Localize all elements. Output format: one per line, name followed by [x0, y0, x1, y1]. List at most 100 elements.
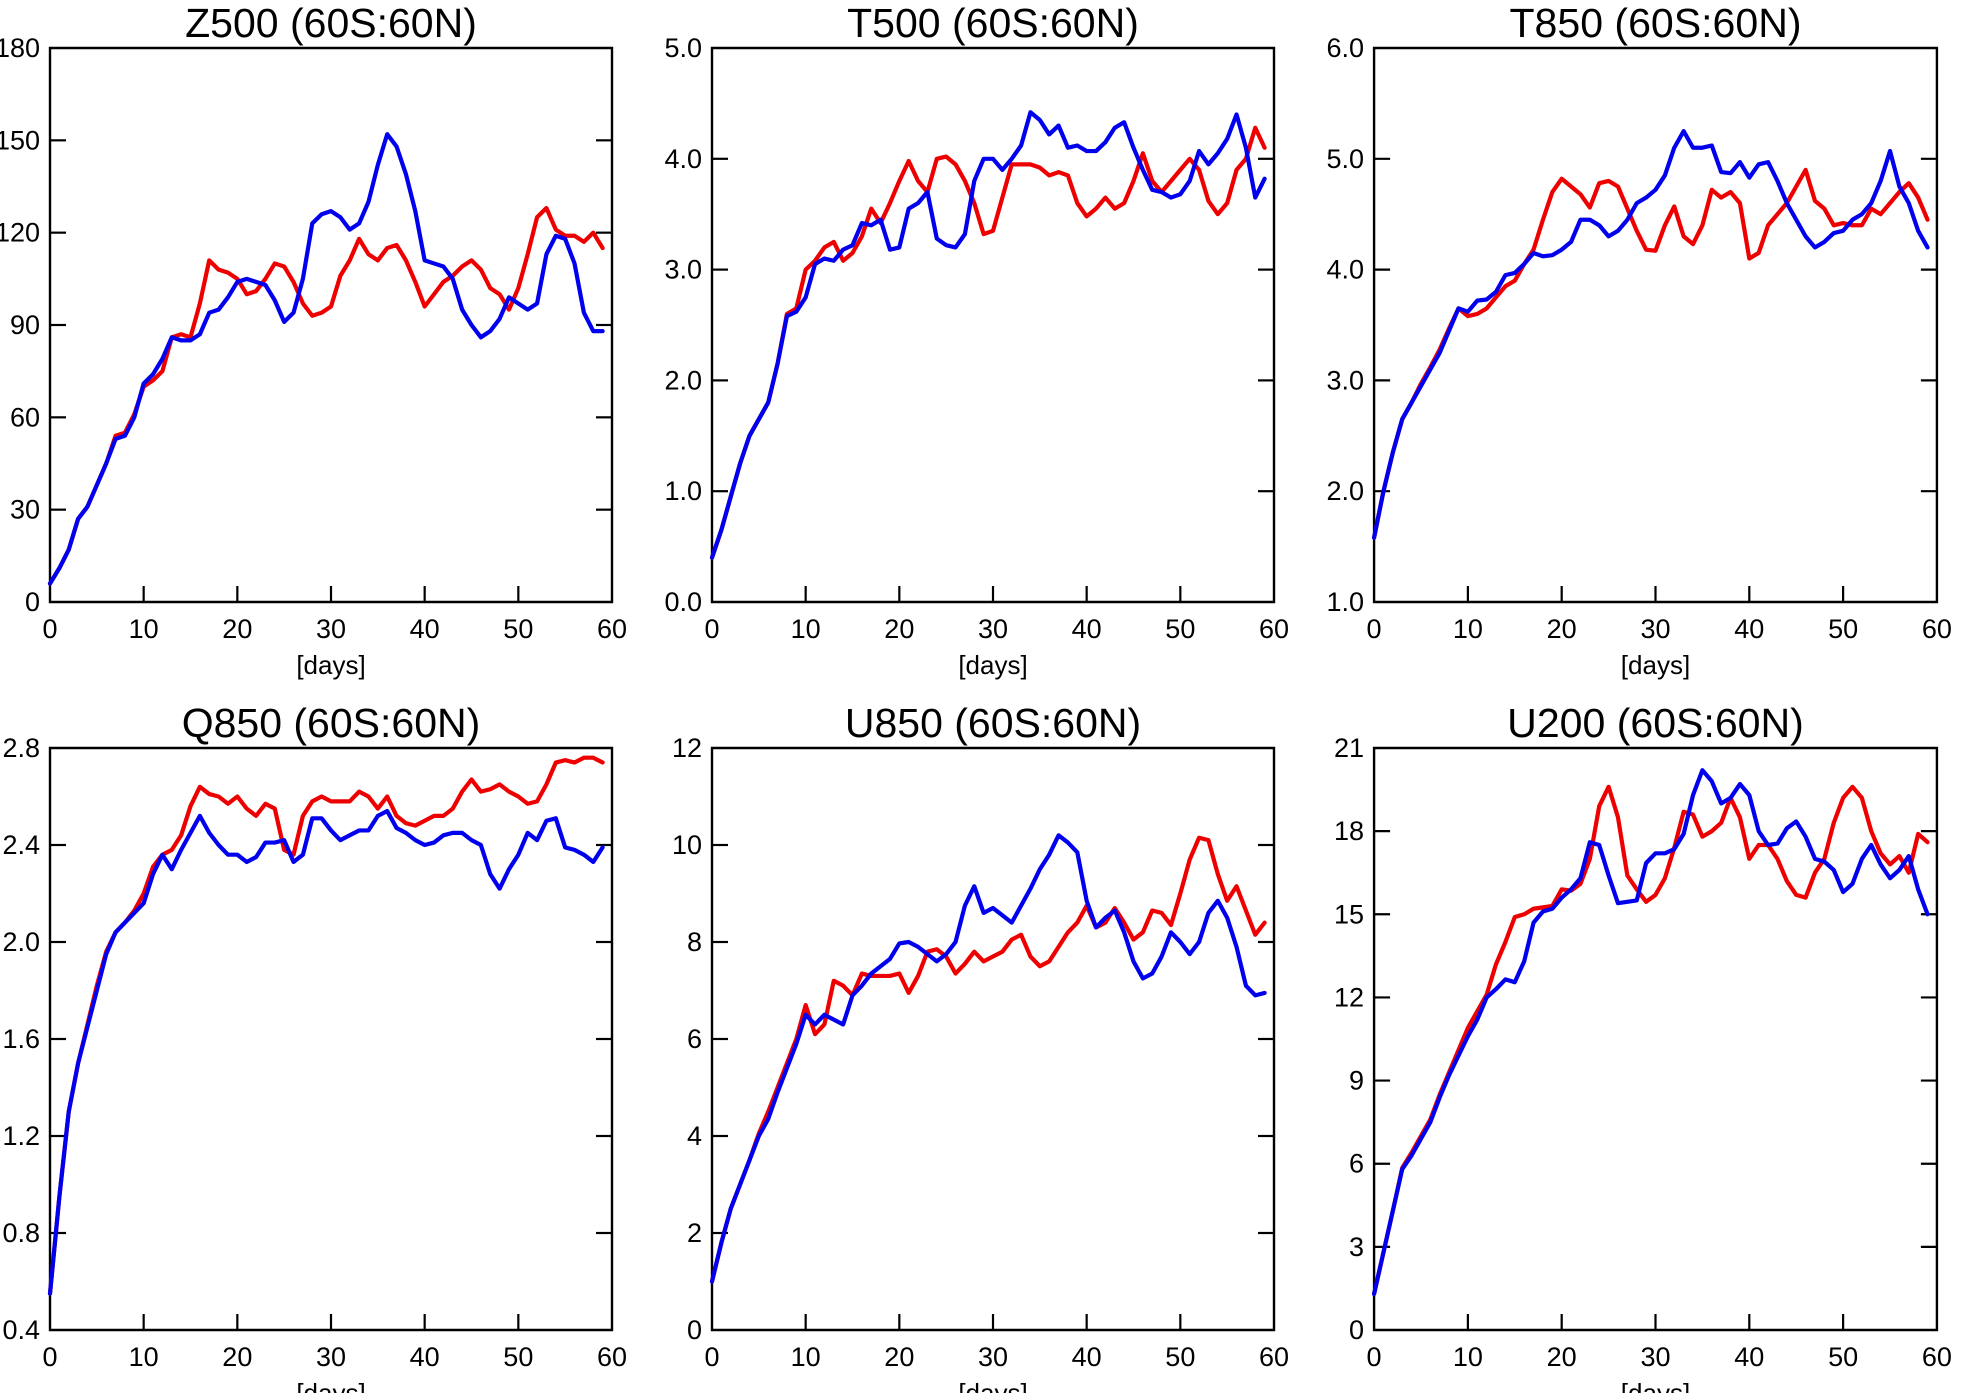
y-tick-label: 1.2 — [2, 1121, 40, 1151]
x-tick-label: 0 — [1367, 614, 1382, 644]
y-tick-label: 4.0 — [664, 144, 702, 174]
x-tick-label: 10 — [129, 614, 159, 644]
series-red-line — [709, 125, 1267, 560]
x-axis-label: [days] — [296, 650, 365, 680]
chart-u200: U200 (60S:60N) 0 3 6 9 12 15 18 21 0 10 20 30 40 50 60 [… — [1334, 700, 1952, 1393]
x-tick-label: 0 — [42, 1342, 57, 1372]
panel-title: T850 (60S:60N) — [1509, 0, 1801, 46]
x-tick-label: 60 — [597, 1342, 627, 1372]
y-tick-label: 30 — [10, 495, 40, 525]
x-axis-label: [days] — [958, 650, 1027, 680]
x-tick-label: 40 — [1734, 614, 1764, 644]
series-blue-line — [1371, 129, 1930, 540]
chart-t850: T850 (60S:60N) 1.0 2.0 3.0 4.0 5.0 6.0 0 10 20 30 4… — [1326, 0, 1951, 680]
panel-title: Z500 (60S:60N) — [185, 0, 477, 46]
y-tick-label: 2 — [687, 1218, 702, 1248]
y-tick-label: 9 — [1349, 1066, 1364, 1096]
y-tick-label: 3 — [1349, 1232, 1364, 1262]
y-tick-label: 3.0 — [664, 255, 702, 285]
plot-box — [1372, 46, 1939, 604]
x-tick-label: 0 — [704, 614, 719, 644]
series-red-line — [47, 755, 605, 1296]
y-tick-label: 0 — [687, 1315, 702, 1345]
x-tick-label: 40 — [410, 1342, 440, 1372]
y-tick-label: 4.0 — [1326, 255, 1364, 285]
x-tick-label: 30 — [1640, 1342, 1670, 1372]
y-tick-label: 6.0 — [1326, 33, 1364, 63]
y-tick-label: 3.0 — [1326, 365, 1364, 395]
y-tick-label: 150 — [0, 125, 40, 155]
x-tick-label: 20 — [222, 1342, 252, 1372]
y-tick-label: 21 — [1334, 733, 1364, 763]
x-tick-label: 60 — [1259, 1342, 1289, 1372]
panel-t500: T500 (60S:60N) 0.0 1.0 2.0 3.0 4.0 5.0 0 10 20 30 4… — [662, 0, 1324, 700]
x-tick-label: 20 — [1547, 614, 1577, 644]
y-tick-label: 1.0 — [1326, 587, 1364, 617]
x-tick-label: 20 — [884, 1342, 914, 1372]
series-blue-line — [709, 833, 1267, 1284]
x-tick-label: 40 — [1072, 614, 1102, 644]
x-tick-label: 30 — [1640, 614, 1670, 644]
x-tick-label: 0 — [704, 1342, 719, 1372]
x-tick-label: 40 — [1734, 1342, 1764, 1372]
x-tick-label: 10 — [1453, 1342, 1483, 1372]
y-tick-label: 18 — [1334, 816, 1364, 846]
x-tick-label: 50 — [1165, 1342, 1195, 1372]
x-tick-label: 30 — [316, 614, 346, 644]
x-tick-label: 30 — [978, 1342, 1008, 1372]
panel-title: T500 (60S:60N) — [847, 0, 1139, 46]
y-tick-label: 15 — [1334, 899, 1364, 929]
y-tick-label: 2.4 — [2, 830, 40, 860]
x-tick-label: 20 — [884, 614, 914, 644]
series-red-line — [1371, 784, 1930, 1297]
chart-q850: Q850 (60S:60N) 0.4 0.8 1.2 1.6 2.0 2.4 2.8 0 10 20… — [2, 700, 627, 1393]
x-tick-label: 40 — [410, 614, 440, 644]
plot-box — [710, 46, 1276, 604]
series-blue-line — [47, 808, 605, 1296]
chart-z500: Z500 (60S:60N) 0 30 60 90 120 150 180 0 10 20 30 40 5… — [0, 0, 627, 680]
y-tick-label: 2.0 — [2, 927, 40, 957]
x-axis-label: [days] — [296, 1378, 365, 1393]
x-tick-label: 20 — [1547, 1342, 1577, 1372]
x-tick-label: 20 — [222, 614, 252, 644]
panel-t850: T850 (60S:60N) 1.0 2.0 3.0 4.0 5.0 6.0 0 10 20 30 4… — [1324, 0, 1987, 700]
x-tick-label: 30 — [978, 614, 1008, 644]
y-tick-label: 5.0 — [1326, 144, 1364, 174]
y-tick-label: 60 — [10, 402, 40, 432]
x-tick-label: 50 — [503, 1342, 533, 1372]
chart-u850: U850 (60S:60N) 0 2 4 6 8 10 12 0 10 20 30 40 50 60 [day… — [672, 700, 1289, 1393]
y-tick-label: 12 — [1334, 982, 1364, 1012]
panel-u850: U850 (60S:60N) 0 2 4 6 8 10 12 0 10 20 30 40 50 60 [day… — [662, 700, 1324, 1393]
x-tick-label: 50 — [1828, 1342, 1858, 1372]
y-tick-label: 1.0 — [664, 476, 702, 506]
y-tick-label: 120 — [0, 218, 40, 248]
series-red-line — [47, 205, 605, 586]
x-axis-label: [days] — [1621, 650, 1690, 680]
y-tick-label: 2.8 — [2, 733, 40, 763]
x-tick-label: 10 — [791, 1342, 821, 1372]
panel-q850: Q850 (60S:60N) 0.4 0.8 1.2 1.6 2.0 2.4 2.8 0 10 20… — [0, 700, 662, 1393]
panel-u200: U200 (60S:60N) 0 3 6 9 12 15 18 21 0 10 20 30 40 50 60 [… — [1324, 700, 1987, 1393]
series-red-line — [709, 835, 1267, 1284]
series-red-line — [1371, 167, 1930, 540]
y-tick-label: 1.6 — [2, 1024, 40, 1054]
y-tick-label: 2.0 — [664, 365, 702, 395]
panel-title: U850 (60S:60N) — [845, 700, 1141, 746]
panel-title: Q850 (60S:60N) — [182, 700, 481, 746]
y-tick-label: 10 — [672, 830, 702, 860]
y-tick-label: 0.0 — [664, 587, 702, 617]
y-tick-label: 0.8 — [2, 1218, 40, 1248]
x-tick-label: 10 — [1453, 614, 1483, 644]
x-axis-label: [days] — [958, 1378, 1027, 1393]
series-blue-line — [709, 110, 1267, 560]
plot-box — [48, 46, 614, 604]
x-tick-label: 50 — [1165, 614, 1195, 644]
x-tick-label: 40 — [1072, 1342, 1102, 1372]
x-tick-label: 60 — [1259, 614, 1289, 644]
series-blue-line — [1371, 768, 1930, 1297]
y-tick-label: 180 — [0, 33, 40, 63]
y-tick-label: 2.0 — [1326, 476, 1364, 506]
y-tick-label: 6 — [1349, 1149, 1364, 1179]
y-tick-label: 0 — [1349, 1315, 1364, 1345]
